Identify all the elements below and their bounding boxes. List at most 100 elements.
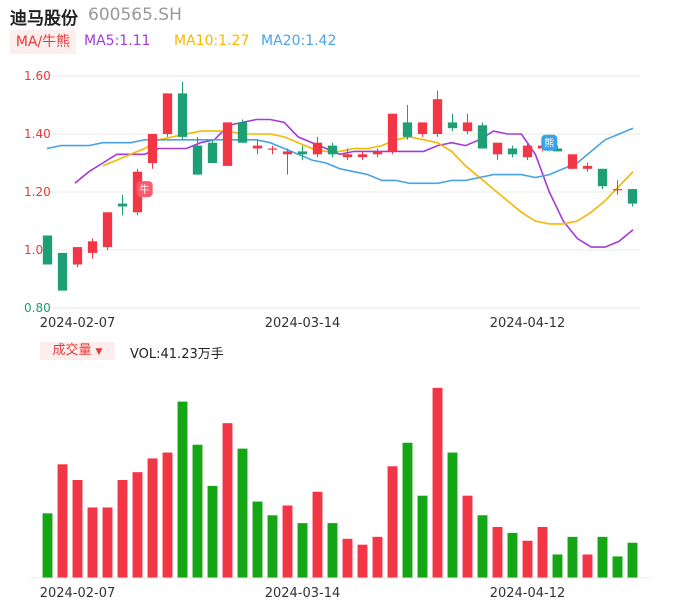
volume-bar	[222, 423, 233, 578]
volume-bar	[537, 527, 548, 578]
volume-bar	[612, 556, 623, 578]
candle-down	[597, 168, 608, 187]
volume-bar	[387, 466, 398, 578]
volume-bar	[522, 540, 533, 578]
volume-bar	[372, 536, 383, 578]
candle-up	[312, 142, 323, 155]
volume-bar	[177, 401, 188, 578]
volume-bar	[102, 507, 113, 578]
candle-down	[297, 151, 308, 155]
bear-marker	[541, 134, 558, 151]
volume-bar	[132, 472, 143, 578]
volume-bar	[507, 532, 518, 578]
volume-date-tick-label: 2024-03-14	[265, 586, 341, 601]
volume-bar	[192, 444, 203, 578]
candle-down	[402, 122, 413, 137]
volume-bar	[87, 507, 98, 578]
candle-up	[162, 93, 173, 134]
volume-bar	[117, 480, 128, 578]
ma20-legend: MA20:1.42	[261, 33, 337, 49]
date-tick-label: 2024-03-14	[265, 316, 341, 331]
volume-tag[interactable]: 成交量 ▼	[40, 342, 115, 360]
candle-up	[342, 154, 353, 158]
price-tick-label: 1.20	[24, 185, 51, 199]
candle-up	[612, 189, 623, 191]
price-tick-label: 0.80	[24, 301, 51, 315]
caret-down-icon: ▼	[95, 347, 103, 357]
candle-up	[387, 113, 398, 152]
ma10-legend: MA10:1.27	[174, 33, 250, 49]
volume-date-tick-label: 2024-04-12	[490, 586, 566, 601]
ma10-line	[102, 130, 634, 225]
candle-up	[72, 247, 83, 265]
candle-down	[507, 148, 518, 155]
ma-bull-bear-tag[interactable]: MA/牛熊	[10, 30, 76, 54]
volume-bar	[567, 536, 578, 578]
volume-bar	[312, 491, 323, 578]
candle-down	[447, 122, 458, 129]
volume-bar	[447, 452, 458, 578]
volume-bar	[582, 554, 593, 578]
volume-bar	[147, 458, 158, 578]
volume-value: VOL:41.23万手	[130, 347, 224, 362]
volume-bar	[402, 442, 413, 578]
volume-tag-label: 成交量	[52, 343, 92, 358]
volume-bar	[252, 501, 263, 578]
date-tick-label: 2024-02-07	[40, 316, 116, 331]
volume-bar	[162, 452, 173, 578]
volume-bar	[327, 523, 338, 578]
candle-up	[267, 148, 278, 150]
ma5-line	[74, 118, 634, 248]
candle-up	[417, 122, 428, 134]
candle-up	[102, 212, 113, 248]
volume-date-tick-label: 2024-02-07	[40, 586, 116, 601]
candle-up	[357, 154, 368, 158]
volume-bar	[432, 387, 443, 578]
volume-bar	[342, 538, 353, 578]
volume-bar	[72, 480, 83, 578]
volume-bar	[297, 523, 308, 578]
candle-up	[567, 154, 578, 169]
volume-bar	[552, 554, 563, 578]
bear-marker-label: 熊	[544, 137, 554, 150]
stock-name: 迪马股份	[10, 9, 78, 29]
candle-down	[552, 148, 563, 152]
candle-up	[372, 151, 383, 155]
candle-up	[87, 241, 98, 253]
volume-bar	[357, 544, 368, 578]
candle-up	[462, 122, 473, 132]
date-tick-label: 2024-04-12	[490, 316, 566, 331]
ma5-legend: MA5:1.11	[84, 33, 151, 49]
candle-down	[327, 145, 338, 155]
stock-code: 600565.SH	[88, 5, 182, 25]
volume-bar	[597, 536, 608, 578]
candle-down	[627, 189, 638, 204]
candle-up	[492, 142, 503, 155]
candle-up	[282, 151, 293, 155]
candle-up	[582, 165, 593, 169]
volume-bar	[42, 513, 53, 578]
candle-down	[57, 252, 68, 291]
ma20-line	[46, 127, 634, 185]
candle-down	[477, 125, 488, 149]
volume-bar	[282, 505, 293, 578]
volume-bar	[627, 542, 638, 578]
volume-bar	[477, 515, 488, 578]
bull-marker-label: 牛	[140, 183, 150, 196]
candle-down	[42, 235, 53, 265]
candle-up	[522, 145, 533, 158]
volume-bar	[492, 527, 503, 578]
volume-bar	[462, 495, 473, 578]
price-tick-label: 1.40	[24, 127, 51, 141]
candle-down	[192, 145, 203, 175]
candle-down	[237, 122, 248, 143]
candle-down	[207, 142, 218, 163]
volume-bar	[237, 448, 248, 578]
volume-bar	[417, 495, 428, 578]
volume-bar	[207, 485, 218, 578]
price-tick-label: 1.60	[24, 69, 51, 83]
candle-down	[177, 93, 188, 137]
candle-up	[222, 122, 233, 166]
candle-up	[252, 145, 263, 149]
